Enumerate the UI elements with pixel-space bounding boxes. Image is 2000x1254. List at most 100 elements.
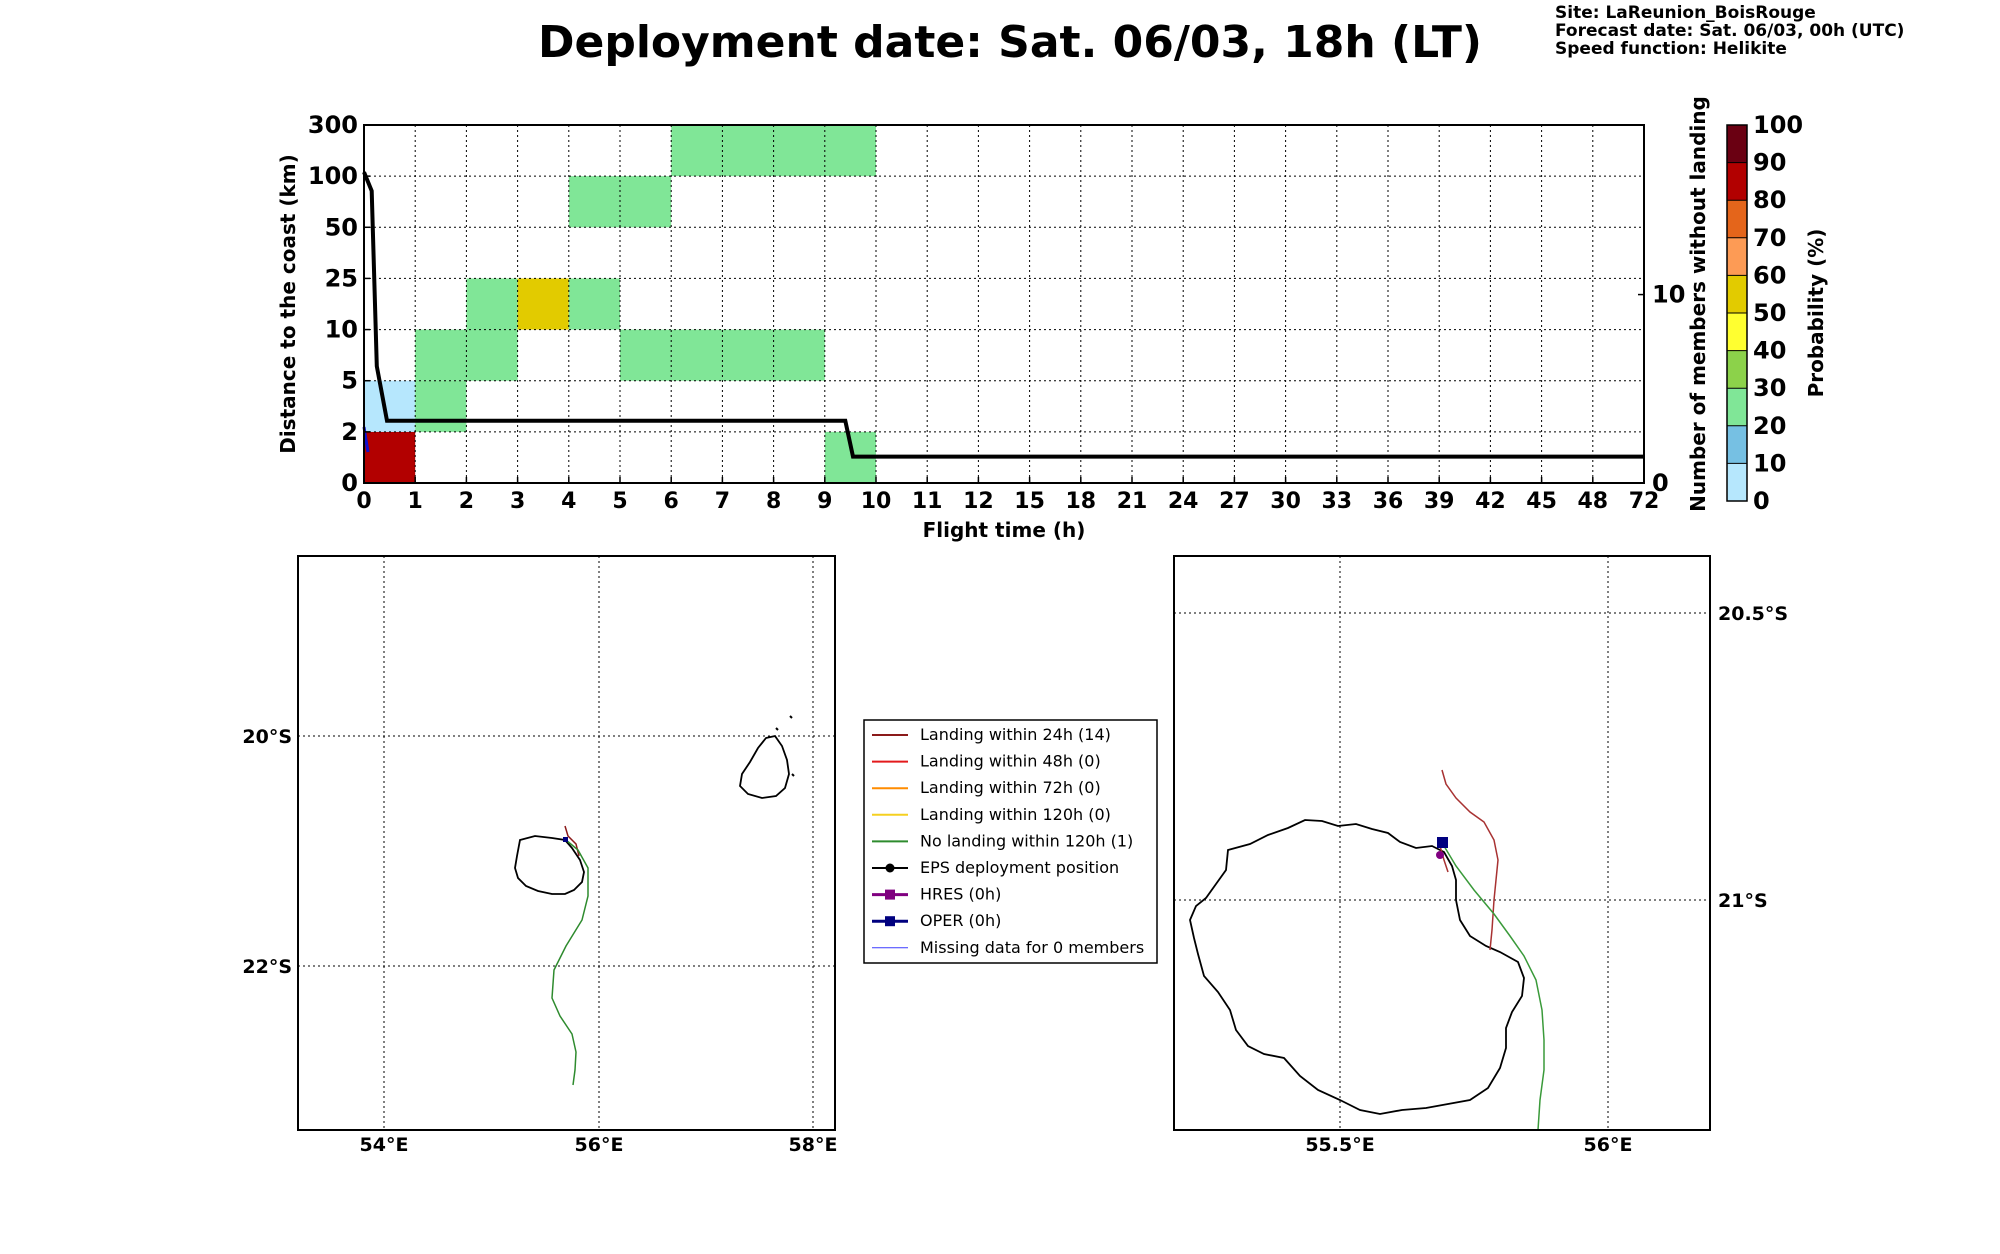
map-grid <box>298 556 835 1130</box>
map-frame <box>1173 555 1711 1131</box>
x-tick-label: 5 <box>612 489 627 514</box>
colorbar-tick-label: 90 <box>1753 149 1786 177</box>
colorbar-tick-label: 100 <box>1753 111 1803 139</box>
mauritius-island-outline <box>739 734 790 799</box>
legend-label: Landing within 24h (14) <box>920 725 1111 744</box>
no-landing-trajectory <box>1443 845 1545 1131</box>
x-tick-label: 7 <box>715 489 730 514</box>
x-tick-label: 2 <box>459 489 474 514</box>
reunion-island-outline <box>514 835 585 895</box>
y-tick-label: 5 <box>341 367 358 395</box>
legend-label: Landing within 48h (0) <box>920 752 1101 771</box>
x-tick-label: 30 <box>1270 489 1301 514</box>
y-tick-label: 300 <box>308 111 358 139</box>
colorbar-band <box>1727 237 1747 276</box>
x-tick-label: 42 <box>1475 489 1506 514</box>
legend-item: HRES (0h) <box>872 885 1001 904</box>
legend: Landing within 24h (14) Landing within 48… <box>863 719 1158 964</box>
x-axis-ticks: 0 1 2 3 4 5 6 7 8 9 10 11 12 15 18 21 24 27 30 33 36 39 42 45 48… <box>356 477 1659 514</box>
x-tick-label: 4 <box>561 489 576 514</box>
legend-label: Missing data for 0 members <box>920 938 1144 957</box>
legend-item: No landing within 120h (1) <box>872 831 1133 850</box>
legend-item: Missing data for 0 members <box>872 938 1144 957</box>
x-tick-label: 18 <box>1065 489 1096 514</box>
legend-item: Landing within 48h (0) <box>872 752 1101 771</box>
x-tick-label: 36 <box>1373 489 1404 514</box>
distance-heatmap: 0 1 2 3 4 5 6 7 8 9 10 11 12 15 18 21 24 27 30 33 36 39 42 45 48… <box>276 96 1710 542</box>
x-tick-label: 45 <box>1526 489 1557 514</box>
map-frame <box>297 555 836 1131</box>
lat-label: 21°S <box>1718 890 1768 912</box>
legend-frame <box>863 719 1158 964</box>
map-grid <box>1174 556 1710 1130</box>
x-tick-label: 9 <box>817 489 832 514</box>
y-tick-label: 25 <box>325 264 358 292</box>
lon-label: 56°E <box>575 1134 624 1156</box>
deployment-marker <box>563 837 568 842</box>
colorbar-tick-label: 0 <box>1753 487 1770 515</box>
colorbar-band <box>1727 200 1747 238</box>
colorbar-bands <box>1727 125 1747 501</box>
colorbar-band <box>1727 388 1747 426</box>
heatmap-cell <box>568 278 620 330</box>
site-label: Site: LaReunion_BoisRouge <box>1555 3 1816 23</box>
legend-label: OPER (0h) <box>920 911 1001 930</box>
hres-marker <box>1436 851 1444 859</box>
colorbar-band <box>1727 162 1747 201</box>
grid-lines <box>364 125 1644 483</box>
x-tick-label: 12 <box>963 489 994 514</box>
x-tick-label: 10 <box>861 489 892 514</box>
speed-label: Speed function: Helikite <box>1555 39 1787 59</box>
x-tick-label: 33 <box>1321 489 1352 514</box>
probability-colorbar: 0 10 20 30 40 50 60 70 80 90 100 Probability (%) <box>1726 111 1828 515</box>
heatmap-cell <box>364 431 416 483</box>
lon-label: 56°E <box>1584 1134 1633 1156</box>
lat-label: 20°S <box>242 726 292 748</box>
oper-marker <box>1437 837 1448 848</box>
lat-label: 20.5°S <box>1718 603 1788 625</box>
y-tick-label: 2 <box>341 418 358 446</box>
legend-marker <box>885 863 895 873</box>
regional-map: 54°E 56°E 58°E 20°S 22°S <box>242 555 837 1156</box>
right-axis-ticks: 0 10 <box>1638 281 1685 497</box>
heatmap-cell <box>364 380 416 432</box>
colorbar-tick-label: 40 <box>1753 337 1786 365</box>
legend-label: EPS deployment position <box>920 858 1119 877</box>
legend-label: Landing within 72h (0) <box>920 778 1101 797</box>
colorbar-tick-label: 10 <box>1753 449 1786 477</box>
members-without-landing-line <box>362 171 1644 459</box>
zoomed-map: 55.5°E 56°E 20.5°S 21°S <box>1173 555 1788 1156</box>
legend-items: Landing within 24h (14) Landing within 48… <box>872 725 1144 957</box>
colorbar-tick-label: 60 <box>1753 261 1786 289</box>
colorbar-band <box>1727 425 1747 464</box>
right-tick-label: 0 <box>1652 469 1669 497</box>
legend-item: Landing within 24h (14) <box>872 725 1111 744</box>
no-landing-trajectory <box>551 839 589 1086</box>
x-tick-label: 3 <box>510 489 525 514</box>
forecast-label: Forecast date: Sat. 06/03, 00h (UTC) <box>1555 21 1904 41</box>
legend-label: HRES (0h) <box>920 885 1001 904</box>
colorbar-tick-label: 20 <box>1753 412 1786 440</box>
legend-item: OPER (0h) <box>872 911 1001 930</box>
right-tick-label: 10 <box>1652 281 1685 309</box>
x-tick-label: 27 <box>1219 489 1250 514</box>
legend-label: No landing within 120h (1) <box>920 831 1133 850</box>
x-tick-label: 48 <box>1577 489 1608 514</box>
colorbar-band <box>1727 313 1747 351</box>
x-tick-label: 6 <box>664 489 679 514</box>
y-axis-label: Distance to the coast (km) <box>276 154 300 454</box>
y-tick-label: 0 <box>341 469 358 497</box>
x-tick-label: 1 <box>408 489 423 514</box>
x-tick-label: 21 <box>1117 489 1148 514</box>
heatmap-cell <box>415 380 467 432</box>
islet-dots <box>775 715 795 777</box>
legend-marker <box>885 916 895 927</box>
colorbar-band <box>1727 350 1747 389</box>
colorbar-tick-label: 70 <box>1753 224 1786 252</box>
colorbar-label: Probability (%) <box>1804 229 1828 398</box>
x-tick-label: 72 <box>1629 489 1660 514</box>
colorbar-ticks: 0 10 20 30 40 50 60 70 80 90 100 <box>1727 111 1803 515</box>
x-tick-label: 11 <box>912 489 943 514</box>
eps-landing-trajectories <box>1439 769 1499 951</box>
